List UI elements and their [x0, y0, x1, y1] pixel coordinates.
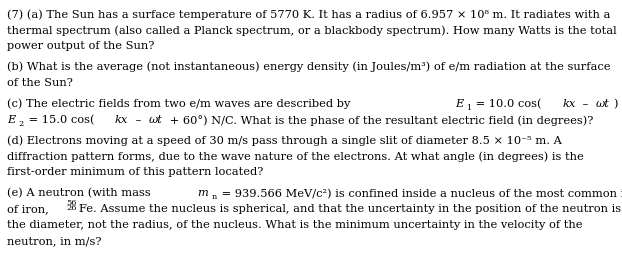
Text: E: E [7, 115, 16, 125]
Text: E: E [455, 99, 463, 108]
Text: kx: kx [114, 115, 128, 125]
Text: (c) The electric fields from two e/m waves are described by: (c) The electric fields from two e/m wav… [7, 99, 355, 109]
Text: –: – [579, 99, 592, 108]
Text: first-order minimum of this pattern located?: first-order minimum of this pattern loca… [7, 167, 264, 177]
Text: neutron, in m/s?: neutron, in m/s? [7, 236, 102, 246]
Text: = 15.0 cos(: = 15.0 cos( [25, 115, 95, 125]
Text: + 60°) N/C. What is the phase of the resultant electric field (in degrees)?: + 60°) N/C. What is the phase of the res… [166, 115, 594, 126]
Text: kx: kx [562, 99, 575, 108]
Text: ) N/C and: ) N/C and [614, 99, 622, 109]
Text: n: n [211, 193, 216, 201]
Text: = 939.566 MeV/c²) is confined inside a nucleus of the most common isotope: = 939.566 MeV/c²) is confined inside a n… [218, 188, 622, 199]
Text: 56: 56 [66, 199, 77, 207]
Text: Fe. Assume the nucleus is spherical, and that the uncertainty in the position of: Fe. Assume the nucleus is spherical, and… [80, 204, 621, 214]
Text: m: m [198, 188, 208, 198]
Text: power output of the Sun?: power output of the Sun? [7, 41, 155, 51]
Text: 2: 2 [18, 120, 24, 128]
Text: the diameter, not the radius, of the nucleus. What is the minimum uncertainty in: the diameter, not the radius, of the nuc… [7, 220, 583, 230]
Text: –: – [132, 115, 145, 125]
Text: ωt: ωt [149, 115, 162, 125]
Text: of iron,: of iron, [7, 204, 53, 214]
Text: 1: 1 [466, 104, 471, 112]
Text: (d) Electrons moving at a speed of 30 m/s pass through a single slit of diameter: (d) Electrons moving at a speed of 30 m/… [7, 135, 562, 146]
Text: thermal spectrum (also called a Planck spectrum, or a blackbody spectrum). How m: thermal spectrum (also called a Planck s… [7, 25, 617, 36]
Text: (b) What is the average (not instantaneous) energy density (in Joules/m³) of e/m: (b) What is the average (not instantaneo… [7, 62, 611, 73]
Text: = 10.0 cos(: = 10.0 cos( [473, 99, 542, 109]
Text: 26: 26 [66, 204, 77, 212]
Text: (e) A neutron (with mass: (e) A neutron (with mass [7, 188, 155, 198]
Text: diffraction pattern forms, due to the wave nature of the electrons. At what angl: diffraction pattern forms, due to the wa… [7, 151, 584, 162]
Text: of the Sun?: of the Sun? [7, 78, 73, 88]
Text: ωt: ωt [596, 99, 610, 108]
Text: (7) (a) The Sun has a surface temperature of 5770 K. It has a radius of 6.957 × : (7) (a) The Sun has a surface temperatur… [7, 9, 611, 20]
